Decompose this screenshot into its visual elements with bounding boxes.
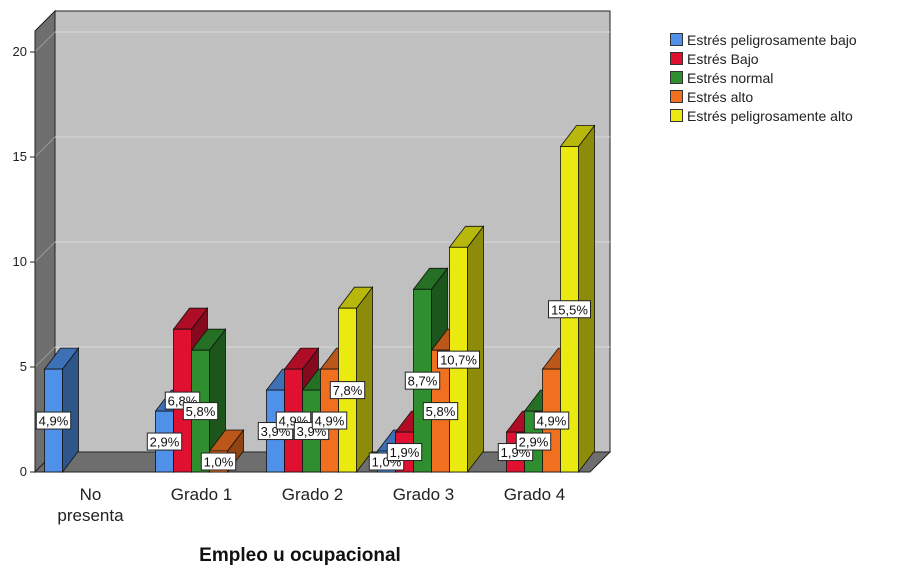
data-label-box xyxy=(329,381,366,400)
y-tick-label: 10 xyxy=(13,254,27,269)
legend-swatch xyxy=(670,71,683,84)
x-tick-label: Grado 2 xyxy=(282,485,343,504)
data-label-box xyxy=(404,371,441,390)
gridline-side xyxy=(34,136,56,158)
data-label-box xyxy=(437,350,480,369)
bar xyxy=(337,286,374,474)
data-label-text: 5,8% xyxy=(186,404,216,419)
data-label: 4,9% xyxy=(533,411,570,430)
data-label-text: 5,8% xyxy=(426,404,456,419)
x-tick-label: Grado 3 xyxy=(393,485,454,504)
data-label-text: 1,9% xyxy=(390,445,420,460)
data-label-text: 4,9% xyxy=(537,414,567,429)
x-axis-title: Empleo u ocupacional xyxy=(199,545,401,566)
data-label-text: 7,8% xyxy=(333,383,363,398)
y-tick-label: 0 xyxy=(20,464,27,479)
gridline-side xyxy=(34,241,56,263)
x-tick-label: presenta xyxy=(57,506,124,525)
legend-label: Estrés alto xyxy=(687,88,754,105)
x-tick-label: No xyxy=(80,485,102,504)
data-label-box xyxy=(200,452,237,471)
data-label-box xyxy=(422,402,459,421)
data-label-box xyxy=(533,411,570,430)
data-label: 10,7% xyxy=(437,350,480,369)
gridline-side xyxy=(34,31,56,53)
data-label: 7,8% xyxy=(329,381,366,400)
bar xyxy=(448,225,485,474)
data-label-box xyxy=(146,432,183,451)
data-label-text: 8,7% xyxy=(408,374,438,389)
bar-side xyxy=(356,286,373,474)
bar xyxy=(43,346,80,474)
data-label-box xyxy=(35,411,72,430)
x-tick-label: Grado 4 xyxy=(504,485,565,504)
legend-label: Estrés peligrosamente alto xyxy=(687,107,853,124)
data-label: 4,9% xyxy=(311,411,348,430)
legend-item: Estrés Bajo xyxy=(670,49,857,68)
data-label: 2,9% xyxy=(515,432,552,451)
legend-item: Estrés peligrosamente alto xyxy=(670,106,857,125)
bar-side xyxy=(578,124,595,474)
data-label-text: 4,9% xyxy=(315,414,345,429)
data-label: 5,8% xyxy=(422,402,459,421)
data-label-text: 15,5% xyxy=(551,302,588,317)
data-label-text: 2,9% xyxy=(519,435,549,450)
y-tick-label: 15 xyxy=(13,149,27,164)
bar-side xyxy=(62,346,79,474)
data-label-box xyxy=(386,443,423,462)
gridline-side xyxy=(34,346,56,368)
y-tick-label: 5 xyxy=(20,359,27,374)
data-label: 5,8% xyxy=(182,402,219,421)
legend-swatch xyxy=(670,52,683,65)
data-label: 8,7% xyxy=(404,371,441,390)
legend-swatch xyxy=(670,90,683,103)
data-label-text: 4,9% xyxy=(39,414,69,429)
data-label-box xyxy=(182,402,219,421)
legend-label: Estrés peligrosamente bajo xyxy=(687,31,857,48)
data-label-text: 1,0% xyxy=(204,455,234,470)
data-label-text: 10,7% xyxy=(440,353,477,368)
legend-item: Estrés alto xyxy=(670,87,857,106)
legend-swatch xyxy=(670,33,683,46)
legend-item: Estrés normal xyxy=(670,68,857,87)
data-label-box xyxy=(311,411,348,430)
y-tick-label: 20 xyxy=(13,44,27,59)
data-label: 2,9% xyxy=(146,432,183,451)
x-tick-label: Grado 1 xyxy=(171,485,232,504)
chart-legend: Estrés peligrosamente bajo Estrés Bajo Est… xyxy=(670,30,857,125)
legend-label: Estrés Bajo xyxy=(687,50,759,67)
legend-label: Estrés normal xyxy=(687,69,774,86)
data-label-text: 2,9% xyxy=(150,435,180,450)
data-label: 1,9% xyxy=(386,443,423,462)
data-label: 1,0% xyxy=(200,452,237,471)
legend-swatch xyxy=(670,109,683,122)
data-label: 4,9% xyxy=(35,411,72,430)
legend-item: Estrés peligrosamente bajo xyxy=(670,30,857,49)
bar-side xyxy=(467,225,484,474)
data-label: 15,5% xyxy=(548,300,591,319)
data-label-box xyxy=(548,300,591,319)
data-label-box xyxy=(515,432,552,451)
